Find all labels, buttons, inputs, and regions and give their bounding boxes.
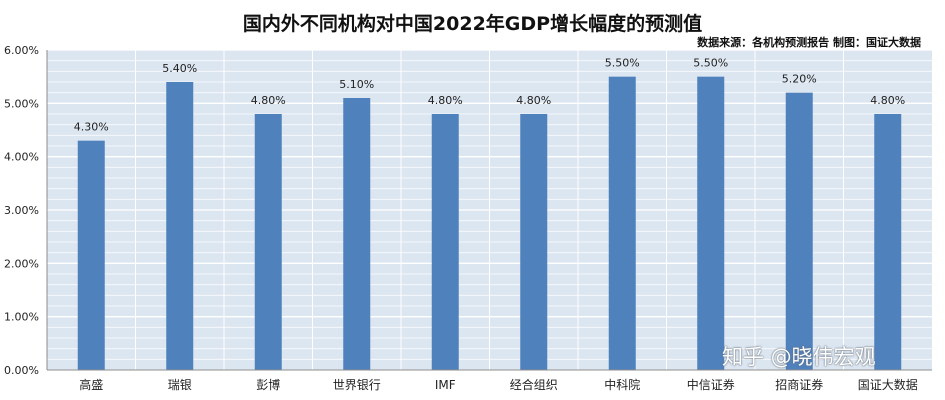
bar-7 (608, 76, 636, 371)
source-note: 数据来源：各机构预测报告 制图：国证大数据 (697, 36, 921, 49)
x-tick-label-9: 招商证券 (775, 377, 823, 392)
data-label-5: 4.80% (428, 94, 463, 107)
bar-10 (874, 114, 902, 370)
data-label-6: 4.80% (516, 94, 551, 107)
y-tick-label: 2.00% (4, 257, 39, 270)
watermark: 知乎 @晓伟宏观 (722, 345, 876, 369)
data-label-4: 5.10% (339, 78, 374, 91)
y-tick-label: 0.00% (4, 364, 39, 377)
x-tick-label-6: 经合组织 (510, 377, 558, 392)
bar-9 (785, 92, 813, 371)
x-tick-label-10: 国证大数据 (858, 377, 918, 392)
bar-2 (166, 82, 194, 370)
data-label-8: 5.50% (693, 57, 728, 70)
y-tick-label: 3.00% (4, 204, 39, 217)
x-tick-label-4: 世界银行 (333, 378, 381, 392)
data-label-3: 4.80% (251, 94, 286, 107)
bar-4 (343, 98, 371, 370)
y-tick-label: 5.00% (4, 97, 39, 110)
x-tick-label-5: IMF (435, 378, 456, 392)
x-tick-label-7: 中科院 (604, 377, 640, 392)
data-label-7: 5.50% (605, 57, 640, 70)
bar-1 (77, 140, 105, 370)
bar-6 (520, 114, 548, 370)
data-label-9: 5.20% (782, 73, 817, 86)
data-label-1: 4.30% (74, 121, 109, 134)
chart-title: 国内外不同机构对中国2022年GDP增长幅度的预测值 (242, 13, 703, 35)
x-tick-label-1: 高盛 (79, 377, 103, 392)
data-label-2: 5.40% (162, 62, 197, 75)
data-label-10: 4.80% (870, 94, 905, 107)
x-tick-label-3: 彭博 (256, 377, 280, 392)
bar-3 (254, 114, 282, 370)
y-tick-label: 1.00% (4, 311, 39, 324)
x-tick-label-8: 中信证券 (687, 377, 735, 392)
bar-5 (431, 114, 459, 370)
bar-8 (697, 76, 725, 371)
y-tick-label: 4.00% (4, 151, 39, 164)
x-tick-label-2: 瑞银 (168, 378, 192, 392)
y-tick-label: 6.00% (4, 44, 39, 57)
